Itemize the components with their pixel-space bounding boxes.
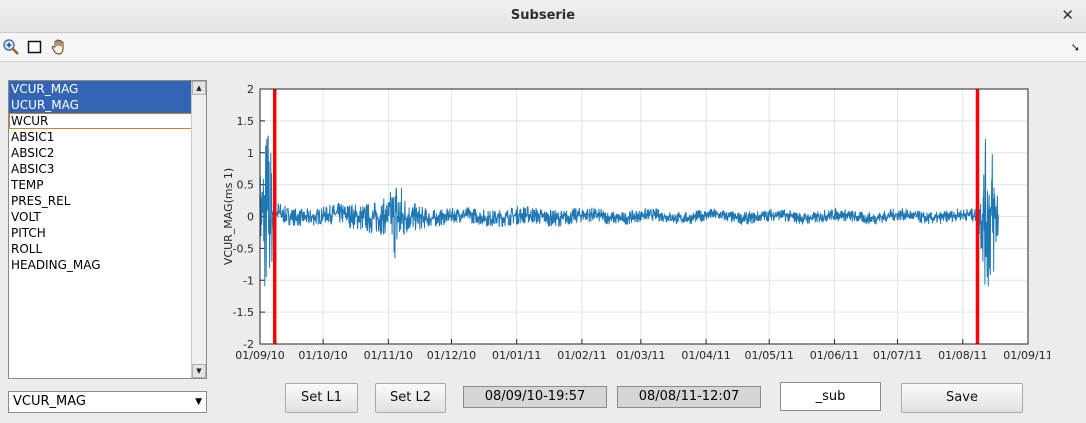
y-tick-label: 1 xyxy=(247,147,254,160)
list-item[interactable]: ROLL xyxy=(11,242,43,256)
limit-l1-display: 08/09/10-19:57 xyxy=(463,386,607,408)
list-item[interactable]: HEADING_MAG xyxy=(11,258,101,272)
y-tick-label: 2 xyxy=(247,83,254,96)
x-tick-label: 01/05/11 xyxy=(744,349,793,362)
set-l1-button[interactable]: Set L1 xyxy=(285,383,358,413)
list-item[interactable]: PITCH xyxy=(11,226,46,240)
list-item[interactable]: VOLT xyxy=(11,210,41,224)
y-tick-label: -2 xyxy=(243,338,254,351)
expand-icon[interactable]: ➘ xyxy=(1070,41,1080,54)
list-item[interactable]: PRES_REL xyxy=(11,194,71,208)
x-tick-label: 01/11/10 xyxy=(364,349,413,362)
zoom-in-icon[interactable] xyxy=(2,38,20,56)
y-tick-label: 0 xyxy=(247,211,254,224)
x-tick-label: 01/08/11 xyxy=(938,349,987,362)
chevron-down-icon: ▼ xyxy=(195,397,202,407)
signal-line xyxy=(259,135,999,287)
x-tick-label: 01/02/11 xyxy=(557,349,606,362)
suffix-input[interactable]: _sub xyxy=(780,382,881,411)
y-tick-label: -1 xyxy=(243,274,254,287)
select-rectangle-icon[interactable] xyxy=(26,38,44,56)
dropdown-value: VCUR_MAG xyxy=(13,394,86,409)
list-item[interactable]: ABSIC2 xyxy=(11,146,55,160)
limit-l2-display: 08/08/11-12:07 xyxy=(617,386,761,408)
list-item[interactable]: UCUR_MAG xyxy=(9,97,192,113)
scroll-down-icon[interactable]: ▼ xyxy=(192,364,206,378)
variable-dropdown[interactable]: VCUR_MAG ▼ xyxy=(8,391,207,413)
pan-hand-icon[interactable] xyxy=(50,38,68,56)
x-tick-label: 01/09/10 xyxy=(235,349,284,362)
close-icon[interactable]: ✕ xyxy=(1061,6,1074,24)
list-item[interactable]: TEMP xyxy=(11,178,44,192)
axes-box xyxy=(259,88,1029,345)
title-bar: Subserie ✕ xyxy=(0,0,1086,33)
x-tick-label: 01/12/10 xyxy=(427,349,476,362)
time-series-plot[interactable]: 01/09/10 01/10/10 01/11/10 01/12/10 01/01/11… xyxy=(210,72,1053,372)
x-tick-label: 01/09/11 xyxy=(1003,349,1050,362)
x-tick-label: 01/03/11 xyxy=(616,349,665,362)
y-tick-label: -1.5 xyxy=(233,306,254,319)
save-button[interactable]: Save xyxy=(901,383,1023,413)
scroll-up-icon[interactable]: ▲ xyxy=(192,81,206,95)
y-axis-label: VCUR_MAG(ms 1) xyxy=(222,168,235,265)
y-tick-label: 0.5 xyxy=(237,179,255,192)
x-tick-label: 01/06/11 xyxy=(810,349,859,362)
window-title: Subserie xyxy=(510,8,576,23)
list-item[interactable]: ABSIC3 xyxy=(11,162,55,176)
y-tick-label: -0.5 xyxy=(233,242,254,255)
listbox-scrollbar[interactable]: ▲ ▼ xyxy=(191,81,206,378)
plot-svg: 01/09/10 01/10/10 01/11/10 01/12/10 01/01/11… xyxy=(222,83,1053,362)
x-tick-label: 01/10/10 xyxy=(298,349,347,362)
list-item[interactable]: VCUR_MAG xyxy=(9,81,192,97)
set-l2-button[interactable]: Set L2 xyxy=(375,383,446,413)
list-item[interactable]: ABSIC1 xyxy=(11,130,55,144)
x-tick-label: 01/07/11 xyxy=(873,349,922,362)
list-item[interactable]: WCUR xyxy=(9,113,192,129)
variable-list: VCUR_MAG UCUR_MAG WCUR ABSIC1 ABSIC2 ABSIC3 TE… xyxy=(9,81,192,273)
variable-listbox[interactable]: VCUR_MAG UCUR_MAG WCUR ABSIC1 ABSIC2 ABSIC3 TE… xyxy=(8,80,207,379)
y-tick-label: 1.5 xyxy=(237,115,255,128)
x-tick-label: 01/01/11 xyxy=(492,349,541,362)
x-tick-label: 01/04/11 xyxy=(681,349,730,362)
toolbar: ➘ xyxy=(0,33,1086,62)
